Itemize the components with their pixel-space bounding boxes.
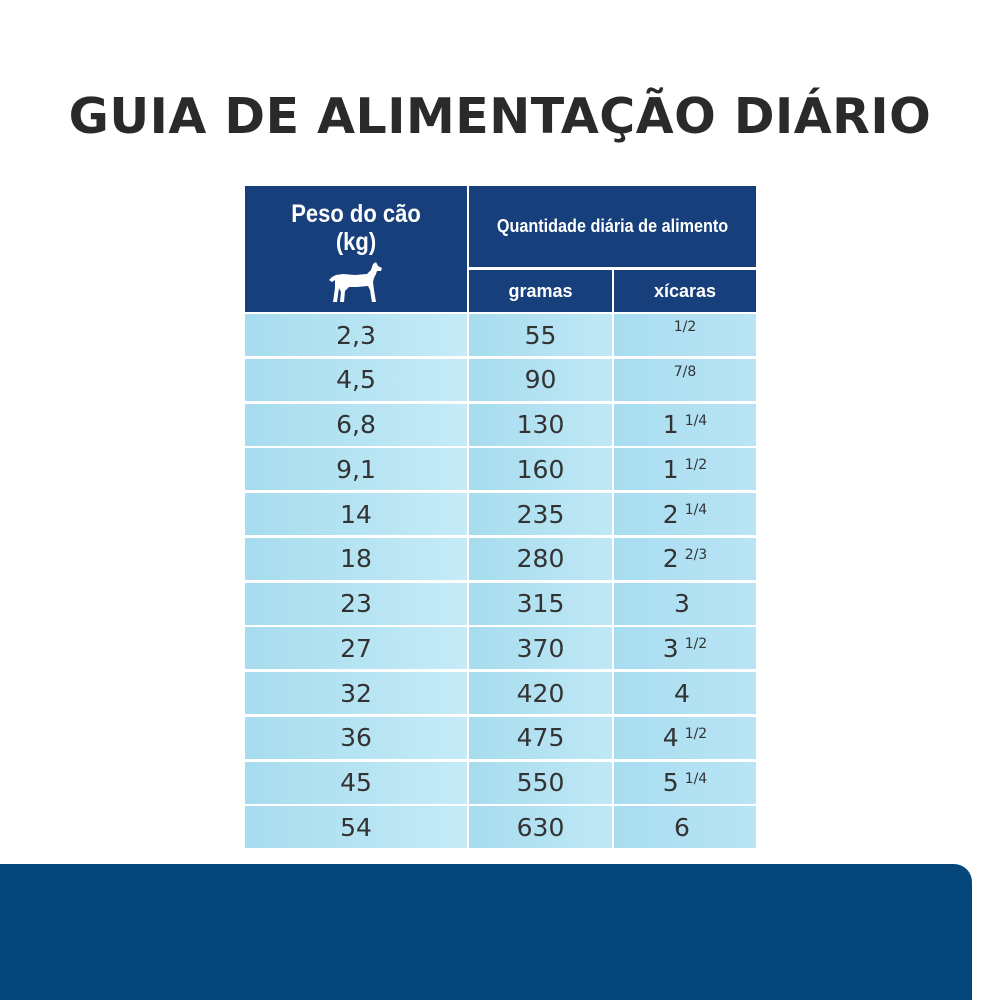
cups-cell: 3 1/2 [614, 627, 756, 670]
table-row: 27 370 3 1/2 [245, 625, 756, 670]
cups-cell: 4 1/2 [614, 716, 756, 759]
table-row: 36 475 4 1/2 [245, 715, 756, 760]
grams-cell: 315 [469, 582, 612, 625]
table-row: 6,8 130 1 1/4 [245, 402, 756, 447]
cups-cell: 4 [614, 672, 756, 714]
grams-cell: 420 [469, 672, 612, 714]
cups-whole: 2 [662, 499, 679, 529]
weight-unit-label: (kg) [335, 228, 377, 256]
cups-whole: 4 [662, 723, 679, 753]
grams-cell: 235 [469, 493, 612, 535]
cups-whole: 3 [662, 633, 679, 663]
table-row: 54 630 6 [245, 804, 756, 849]
grams-cell: 90 [469, 358, 612, 401]
weight-cell: 2,3 [245, 314, 467, 356]
grams-column-header: gramas [469, 270, 612, 312]
cups-column-header: xícaras [614, 270, 756, 312]
cups-cell: 1 1/2 [614, 448, 756, 491]
cups-whole: 6 [674, 812, 690, 842]
weight-cell: 45 [245, 761, 467, 804]
cups-whole: 3 [674, 589, 690, 618]
grams-cell: 160 [469, 448, 612, 491]
grams-cell: 130 [469, 403, 612, 446]
cups-fraction: 1/2 [684, 636, 708, 653]
weight-cell: 54 [245, 806, 467, 849]
weight-column-header: Peso do cão (kg) [245, 186, 467, 312]
weight-cell: 18 [245, 537, 467, 580]
grams-cell: 55 [469, 314, 612, 356]
feeding-guide-table: Peso do cão (kg) Quantidade diária de al… [245, 186, 756, 849]
cups-fraction: 2/3 [684, 546, 708, 563]
dog-icon [329, 262, 382, 302]
weight-cell: 14 [245, 493, 467, 535]
weight-cell: 6,8 [245, 403, 467, 446]
cups-cell: 6 [614, 806, 756, 849]
table-row: 2,3 55 1/2 [245, 312, 756, 357]
grams-cell: 475 [469, 716, 612, 759]
cups-cell: 3 [614, 582, 756, 625]
grams-cell: 630 [469, 806, 612, 849]
footer-band [0, 864, 972, 1000]
cups-cell: 5 1/4 [614, 761, 756, 804]
cups-fraction: 7/8 [673, 363, 697, 380]
cups-cell: 2 1/4 [614, 493, 756, 535]
cups-whole: 1 [662, 410, 679, 439]
table-row: 18 280 2 2/3 [245, 536, 756, 581]
cups-whole: 2 [662, 544, 679, 574]
cups-fraction: 1/4 [684, 412, 708, 429]
cups-whole: 5 [662, 768, 679, 797]
table-row: 14 235 2 1/4 [245, 491, 756, 536]
weight-cell: 9,1 [245, 448, 467, 491]
weight-cell: 32 [245, 672, 467, 714]
cups-whole: 1 [662, 454, 679, 484]
cups-cell: 7/8 [614, 358, 756, 401]
cups-cell: 1/2 [614, 314, 756, 356]
cups-cell: 2 2/3 [614, 537, 756, 580]
cups-fraction: 1/2 [684, 725, 708, 742]
cups-fraction: 1/2 [684, 457, 708, 474]
table-row: 9,1 160 1 1/2 [245, 446, 756, 491]
table-body: 2,3 55 1/2 4,5 90 7/8 6,8 130 1 1/4 9,1 160 1 1/2 14 23… [245, 312, 756, 849]
grams-cell: 370 [469, 627, 612, 670]
cups-fraction: 1/4 [684, 502, 708, 518]
weight-label: Peso do cão [291, 200, 421, 228]
table-row: 45 550 5 1/4 [245, 760, 756, 805]
table-header: Peso do cão (kg) Quantidade diária de al… [245, 186, 756, 312]
weight-cell: 23 [245, 582, 467, 625]
page-title: GUIA DE ALIMENTAÇÃO DIÁRIO [68, 88, 932, 145]
table-row: 32 420 4 [245, 670, 756, 715]
grams-cell: 280 [469, 537, 612, 580]
cups-fraction: 1/2 [673, 319, 697, 335]
table-row: 23 315 3 [245, 581, 756, 626]
table-row: 4,5 90 7/8 [245, 357, 756, 402]
quantity-column-header: Quantidade diária de alimento [469, 186, 756, 267]
weight-cell: 4,5 [245, 358, 467, 401]
grams-cell: 550 [469, 761, 612, 804]
weight-cell: 27 [245, 627, 467, 670]
cups-cell: 1 1/4 [614, 403, 756, 446]
cups-fraction: 1/4 [684, 770, 708, 787]
cups-whole: 4 [674, 678, 690, 708]
weight-cell: 36 [245, 716, 467, 759]
